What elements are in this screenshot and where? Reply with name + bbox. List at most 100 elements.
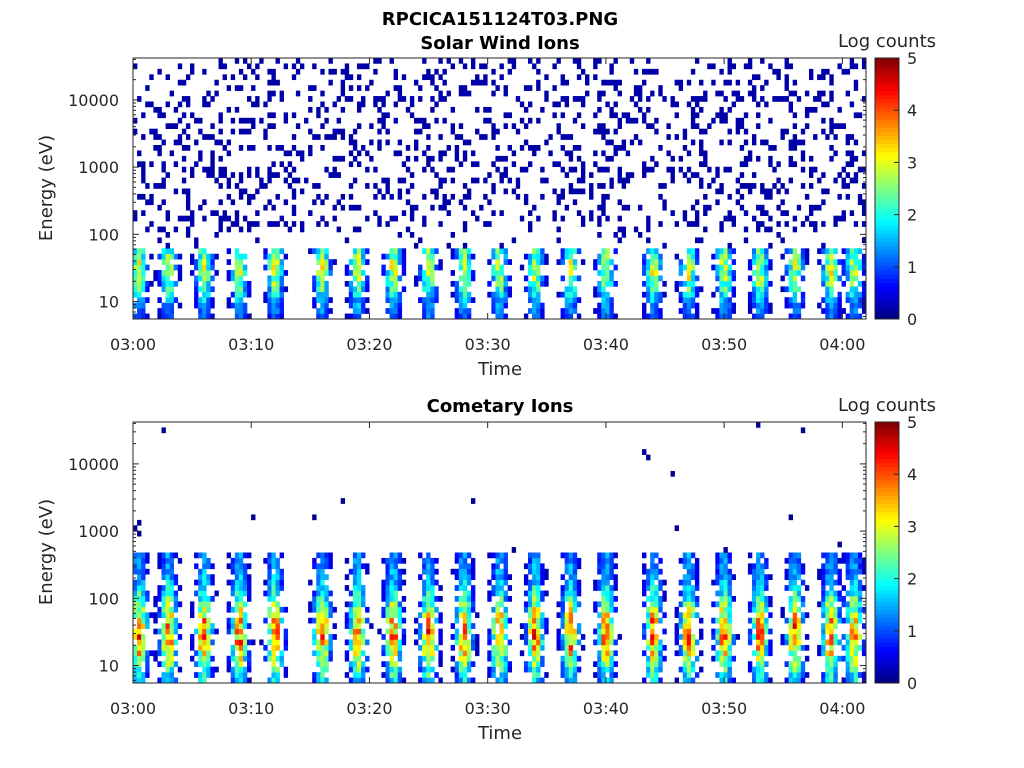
heatmap-cell bbox=[686, 677, 692, 684]
heatmap-cell bbox=[605, 215, 610, 222]
heatmap-cell bbox=[703, 161, 708, 168]
heatmap-cell bbox=[589, 210, 594, 216]
heatmap-cell bbox=[658, 90, 663, 97]
heatmap-cell bbox=[764, 644, 769, 651]
heatmap-cell bbox=[454, 628, 460, 635]
colorbar-swatch bbox=[875, 625, 899, 631]
heatmap-cell bbox=[369, 155, 374, 162]
heatmap-cell bbox=[194, 552, 199, 559]
heatmap-cell bbox=[157, 677, 162, 684]
heatmap-cell bbox=[682, 215, 688, 222]
heatmap-cell bbox=[861, 308, 867, 314]
heatmap-cell bbox=[190, 215, 195, 222]
heatmap-cell bbox=[267, 177, 272, 184]
heatmap-cell bbox=[609, 313, 614, 320]
colorbar-swatch bbox=[875, 274, 899, 279]
heatmap-cell bbox=[837, 275, 842, 282]
heatmap-cell bbox=[853, 112, 859, 119]
heatmap-cell bbox=[536, 253, 541, 260]
heatmap-cell bbox=[161, 590, 166, 597]
heatmap-cell bbox=[523, 623, 529, 629]
heatmap-cell bbox=[185, 96, 191, 102]
heatmap-cell bbox=[145, 313, 150, 320]
heatmap-cell bbox=[365, 563, 370, 570]
heatmap-cell bbox=[674, 525, 679, 532]
heatmap-cell bbox=[336, 128, 341, 135]
heatmap-cell bbox=[361, 270, 366, 276]
heatmap-cell bbox=[609, 601, 614, 608]
colorbar-tick-label: 3 bbox=[907, 517, 917, 536]
heatmap-cell bbox=[670, 210, 675, 216]
heatmap-cell bbox=[532, 672, 537, 678]
heatmap-cell bbox=[829, 155, 834, 162]
heatmap-cell bbox=[251, 123, 256, 129]
heatmap-cell bbox=[291, 145, 297, 151]
heatmap-cell bbox=[747, 628, 753, 635]
heatmap-cell bbox=[430, 74, 435, 81]
heatmap-cell bbox=[593, 661, 598, 667]
heatmap-cell bbox=[361, 634, 366, 640]
heatmap-cell bbox=[352, 286, 358, 293]
heatmap-cell bbox=[719, 655, 724, 662]
heatmap-cell bbox=[756, 590, 761, 597]
heatmap-cell bbox=[829, 585, 834, 591]
heatmap-cell bbox=[283, 672, 289, 678]
heatmap-cell bbox=[499, 308, 504, 314]
heatmap-cell bbox=[544, 90, 549, 97]
heatmap-cell bbox=[523, 574, 529, 580]
heatmap-cell bbox=[161, 623, 166, 629]
heatmap-cell bbox=[849, 270, 855, 276]
heatmap-cell bbox=[646, 291, 651, 298]
heatmap-cell bbox=[169, 264, 175, 271]
heatmap-cell bbox=[279, 161, 284, 168]
heatmap-cell bbox=[470, 275, 476, 282]
heatmap-cell bbox=[829, 672, 834, 678]
heatmap-cell bbox=[597, 568, 602, 575]
heatmap-cell bbox=[682, 666, 688, 673]
heatmap-cell bbox=[768, 226, 773, 233]
heatmap-cell bbox=[169, 313, 175, 320]
heatmap-cell bbox=[572, 199, 578, 206]
heatmap-cell bbox=[491, 552, 496, 559]
heatmap-cell bbox=[226, 106, 232, 113]
heatmap-cell bbox=[747, 568, 753, 575]
heatmap-cell bbox=[764, 574, 769, 580]
colorbar-swatch bbox=[875, 552, 899, 558]
heatmap-cell bbox=[796, 574, 802, 580]
heatmap-cell bbox=[751, 623, 757, 629]
heatmap-cell bbox=[678, 166, 684, 173]
heatmap-cell bbox=[470, 574, 476, 580]
heatmap-cell bbox=[242, 617, 248, 624]
heatmap-cell bbox=[511, 150, 517, 157]
heatmap-cell bbox=[271, 677, 276, 684]
colorbar-swatch bbox=[875, 123, 899, 128]
heatmap-cell bbox=[857, 596, 863, 602]
heatmap-cell bbox=[320, 264, 325, 271]
heatmap-cell bbox=[454, 568, 460, 575]
heatmap-cell bbox=[804, 634, 810, 640]
heatmap-cell bbox=[141, 264, 146, 271]
heatmap-cell bbox=[682, 128, 688, 135]
heatmap-cell bbox=[682, 308, 688, 314]
heatmap-cell bbox=[719, 226, 724, 233]
heatmap-cell bbox=[279, 259, 284, 265]
heatmap-cell bbox=[723, 568, 728, 575]
heatmap-cell bbox=[617, 117, 622, 124]
heatmap-cell bbox=[438, 90, 443, 97]
heatmap-cell bbox=[804, 193, 810, 200]
heatmap-cell bbox=[434, 101, 439, 108]
heatmap-cell bbox=[206, 661, 211, 667]
heatmap-cell bbox=[356, 585, 362, 591]
heatmap-cell bbox=[267, 655, 272, 662]
colorbar-swatch bbox=[875, 310, 899, 316]
heatmap-cell bbox=[849, 134, 855, 140]
heatmap-cell bbox=[560, 666, 565, 673]
heatmap-cell bbox=[568, 612, 574, 619]
heatmap-cell bbox=[133, 655, 138, 662]
heatmap-cell bbox=[238, 666, 244, 673]
heatmap-cell bbox=[214, 90, 219, 97]
heatmap-cell bbox=[800, 183, 806, 189]
heatmap-cell bbox=[825, 286, 830, 293]
heatmap-cell bbox=[145, 617, 150, 624]
heatmap-cell bbox=[528, 579, 533, 586]
